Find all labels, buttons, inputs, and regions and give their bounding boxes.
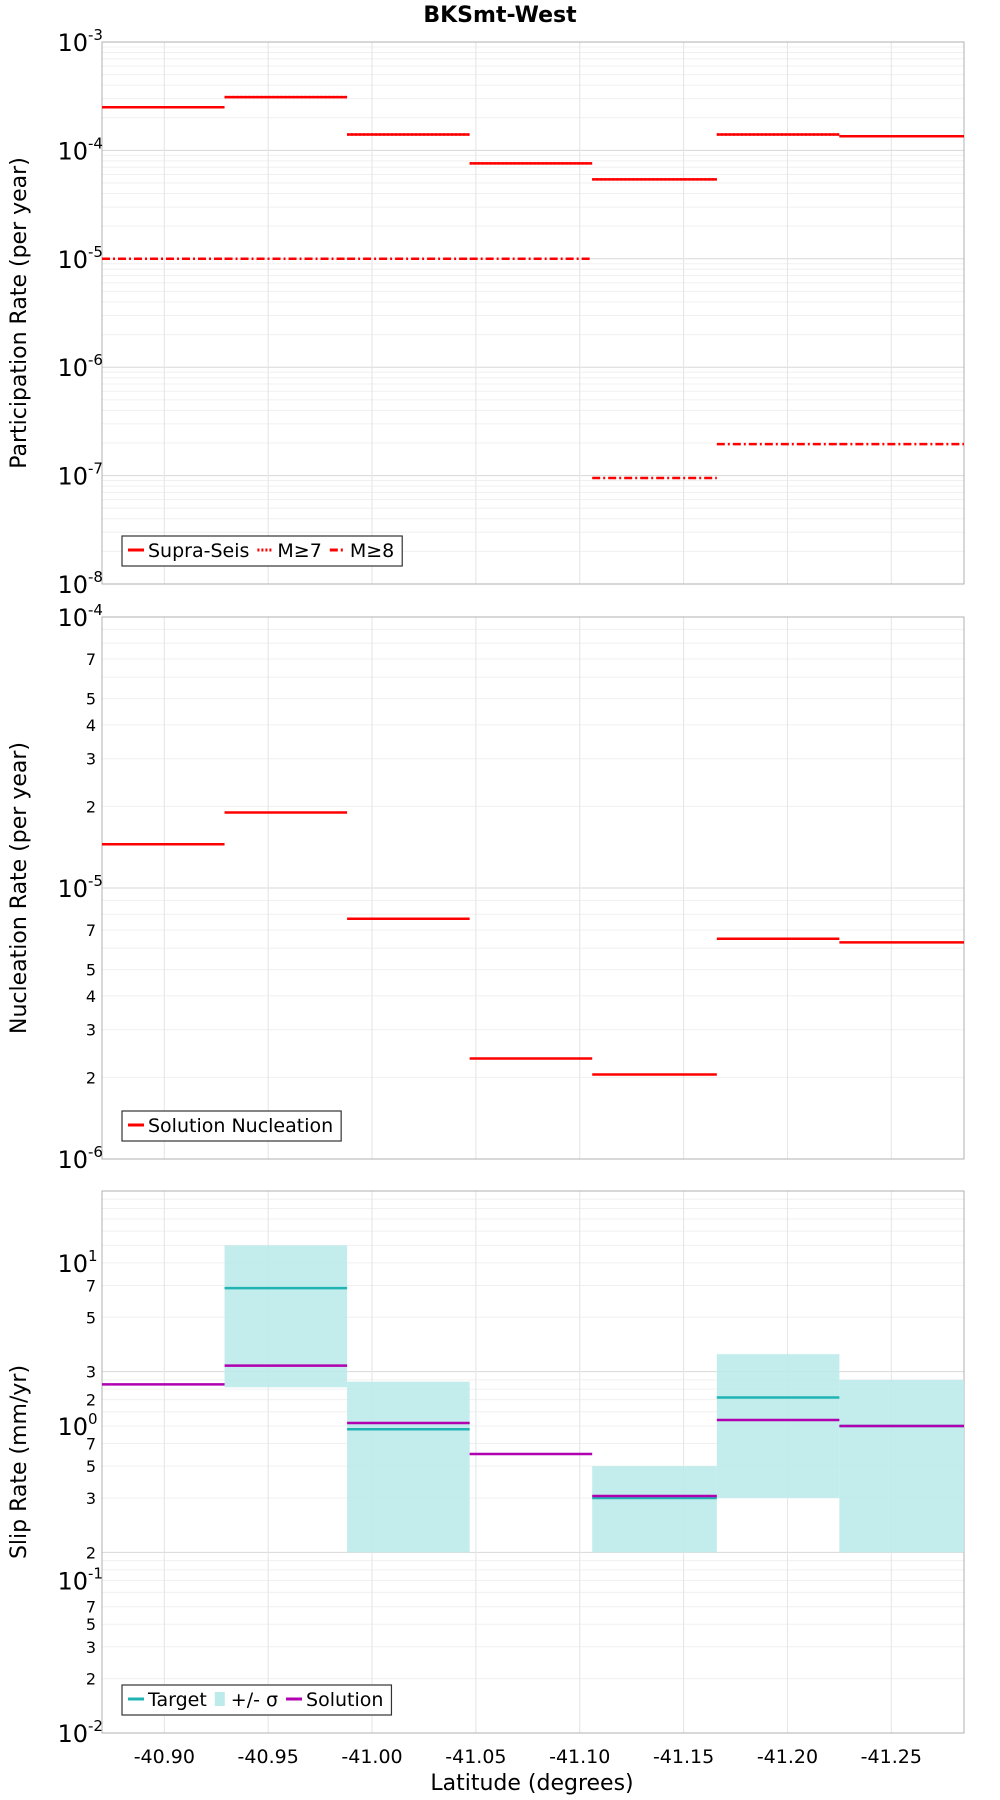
x-tick-label: -41.05 — [445, 1746, 506, 1768]
y-tick-exponent: -1 — [88, 1564, 103, 1582]
y-tick-label: 7 — [86, 1435, 96, 1454]
y-tick-label: 10 — [57, 354, 88, 382]
y-tick-label: 5 — [86, 690, 96, 709]
y-axis-label: Slip Rate (mm/yr) — [7, 1365, 32, 1559]
y-tick-label: 3 — [86, 1363, 96, 1382]
x-tick-label: -40.95 — [238, 1746, 299, 1768]
y-tick-label: 10 — [57, 1413, 88, 1441]
y-tick-label: 5 — [86, 1615, 96, 1634]
x-tick-label: -41.25 — [861, 1746, 922, 1768]
y-tick-exponent: -4 — [88, 134, 103, 152]
y-tick-label: 3 — [86, 1021, 96, 1040]
y-tick-label: 7 — [86, 921, 96, 940]
y-tick-exponent: -2 — [88, 1717, 103, 1735]
legend: Target +/- σ Solution — [121, 1684, 393, 1716]
x-tick-label: -40.90 — [134, 1746, 195, 1768]
x-tick-label: -41.10 — [549, 1746, 610, 1768]
y-tick-label: 2 — [86, 1543, 96, 1562]
legend: Supra-Seis M≥7 M≥8 — [121, 535, 403, 567]
y-tick-label: 3 — [86, 1638, 96, 1657]
legend-label: Supra-Seis — [148, 540, 249, 562]
y-tick-exponent: -5 — [88, 243, 103, 261]
y-tick-label: 5 — [86, 961, 96, 980]
y-tick-exponent: -5 — [88, 872, 103, 890]
y-tick-label: 5 — [86, 1308, 96, 1327]
y-tick-label: 4 — [86, 987, 96, 1006]
legend-label: M≥7 — [277, 540, 321, 562]
y-axis-label: Nucleation Rate (per year) — [7, 742, 32, 1034]
y-tick-label: 10 — [57, 137, 88, 165]
y-tick-label: 10 — [57, 1567, 88, 1595]
y-tick-label: 10 — [57, 463, 88, 491]
y-tick-label: 2 — [86, 1391, 96, 1410]
y-tick-label: 4 — [86, 716, 96, 735]
sigma-band — [592, 1466, 717, 1553]
legend-label: Target — [147, 1689, 207, 1711]
x-axis-label: Latitude (degrees) — [430, 1771, 633, 1796]
y-tick-exponent: -3 — [88, 26, 103, 44]
legend-label: M≥8 — [350, 540, 394, 562]
y-tick-label: 7 — [86, 1598, 96, 1617]
sigma-band — [716, 1354, 840, 1498]
legend-label: Solution — [306, 1689, 383, 1711]
y-tick-exponent: 1 — [88, 1247, 98, 1265]
x-tick-label: -41.00 — [341, 1746, 402, 1768]
y-tick-label: 10 — [57, 875, 88, 903]
y-tick-label: 2 — [86, 1068, 96, 1087]
y-tick-label: 10 — [57, 246, 88, 274]
y-tick-exponent: 0 — [88, 1410, 98, 1428]
y-tick-label: 2 — [86, 797, 96, 816]
plot-frame — [101, 41, 965, 585]
legend-swatch — [214, 1692, 225, 1706]
plot-frame — [101, 616, 965, 1160]
y-tick-exponent: -6 — [88, 1143, 103, 1161]
legend: Solution Nucleation — [121, 1110, 342, 1142]
y-tick-label: 10 — [57, 1250, 88, 1278]
legend-label: Solution Nucleation — [148, 1115, 333, 1137]
sigma-band — [224, 1245, 348, 1388]
y-axis-label: Participation Rate (per year) — [7, 157, 32, 469]
y-tick-label: 10 — [57, 604, 88, 632]
chart-title: BKSmt-West — [423, 3, 577, 28]
sigma-band — [839, 1379, 964, 1553]
y-tick-label: 2 — [86, 1670, 96, 1689]
legend-box — [121, 1684, 393, 1716]
y-tick-label: 10 — [57, 1720, 88, 1748]
y-tick-exponent: -8 — [88, 568, 103, 586]
y-tick-label: 10 — [57, 571, 88, 599]
y-tick-label: 3 — [86, 1489, 96, 1508]
y-tick-label: 3 — [86, 750, 96, 769]
legend-label: +/- σ — [231, 1689, 278, 1711]
y-tick-label: 10 — [57, 29, 88, 57]
y-tick-label: 7 — [86, 1276, 96, 1295]
legend-box — [121, 1110, 342, 1142]
x-tick-label: -41.20 — [757, 1746, 818, 1768]
sigma-band — [347, 1381, 470, 1553]
y-tick-exponent: -7 — [88, 460, 103, 478]
y-tick-exponent: -4 — [88, 601, 103, 619]
x-tick-label: -41.15 — [653, 1746, 714, 1768]
y-tick-label: 5 — [86, 1457, 96, 1476]
y-tick-exponent: -6 — [88, 351, 103, 369]
y-tick-label: 10 — [57, 1146, 88, 1174]
y-tick-label: 7 — [86, 650, 96, 669]
